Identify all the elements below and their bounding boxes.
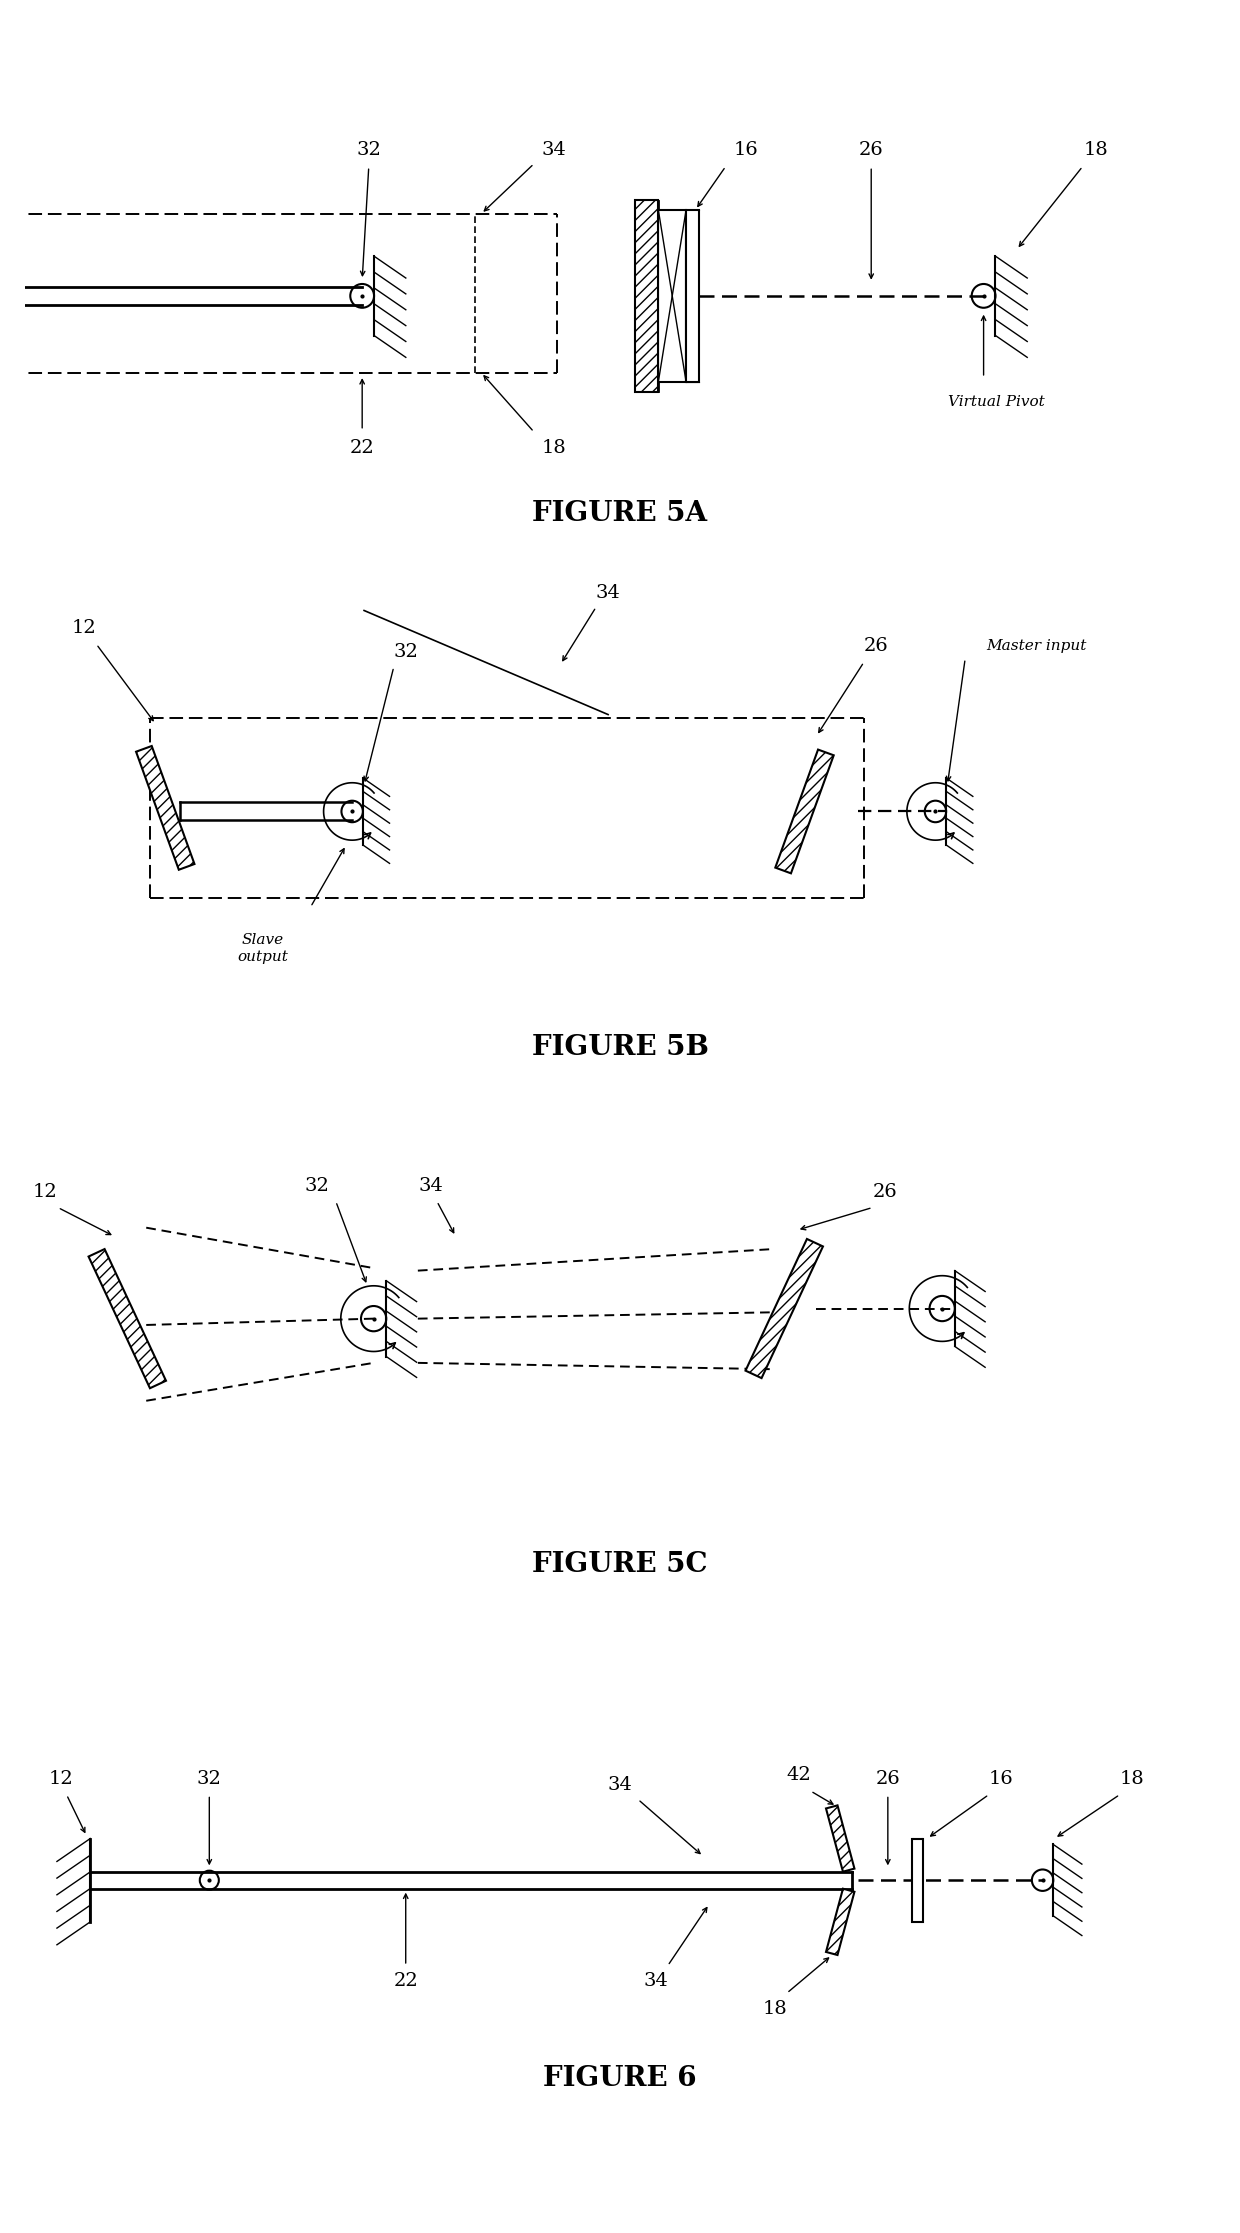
Text: 26: 26 — [875, 1771, 900, 1789]
Text: 18: 18 — [542, 440, 567, 458]
Text: 34: 34 — [644, 1972, 668, 1990]
Text: 22: 22 — [350, 440, 374, 458]
Text: Slave
output: Slave output — [237, 933, 289, 965]
Text: 18: 18 — [1120, 1771, 1145, 1789]
Text: 16: 16 — [988, 1771, 1013, 1789]
Text: 32: 32 — [393, 643, 418, 661]
Text: 32: 32 — [197, 1771, 222, 1789]
Text: 32: 32 — [356, 141, 381, 159]
Polygon shape — [635, 201, 658, 391]
Polygon shape — [88, 1248, 166, 1389]
Text: 42: 42 — [786, 1766, 811, 1784]
Text: 18: 18 — [763, 2001, 787, 2019]
Text: Virtual Pivot: Virtual Pivot — [949, 395, 1045, 409]
Text: 12: 12 — [48, 1771, 73, 1789]
Polygon shape — [0, 230, 9, 362]
Text: 32: 32 — [304, 1177, 329, 1195]
Text: 18: 18 — [1084, 141, 1109, 159]
Text: 12: 12 — [32, 1183, 57, 1201]
Polygon shape — [658, 210, 686, 382]
Text: 22: 22 — [393, 1972, 418, 1990]
Polygon shape — [775, 750, 833, 873]
Text: Master input: Master input — [987, 639, 1086, 654]
Text: 26: 26 — [863, 636, 888, 654]
Polygon shape — [136, 746, 195, 869]
Text: FIGURE 5B: FIGURE 5B — [532, 1034, 708, 1061]
Text: FIGURE 5A: FIGURE 5A — [532, 500, 708, 527]
Polygon shape — [913, 1838, 923, 1923]
Text: 16: 16 — [733, 141, 758, 159]
Polygon shape — [686, 210, 699, 382]
Text: 34: 34 — [542, 141, 567, 159]
Polygon shape — [826, 1889, 854, 1956]
Text: 34: 34 — [418, 1177, 443, 1195]
Text: FIGURE 6: FIGURE 6 — [543, 2066, 697, 2092]
Text: 12: 12 — [72, 619, 97, 636]
Text: 26: 26 — [873, 1183, 898, 1201]
Polygon shape — [745, 1239, 823, 1378]
Polygon shape — [826, 1804, 854, 1871]
Text: 34: 34 — [595, 583, 620, 601]
Text: 26: 26 — [859, 141, 884, 159]
Text: 34: 34 — [608, 1775, 632, 1793]
Text: FIGURE 5C: FIGURE 5C — [532, 1550, 708, 1579]
